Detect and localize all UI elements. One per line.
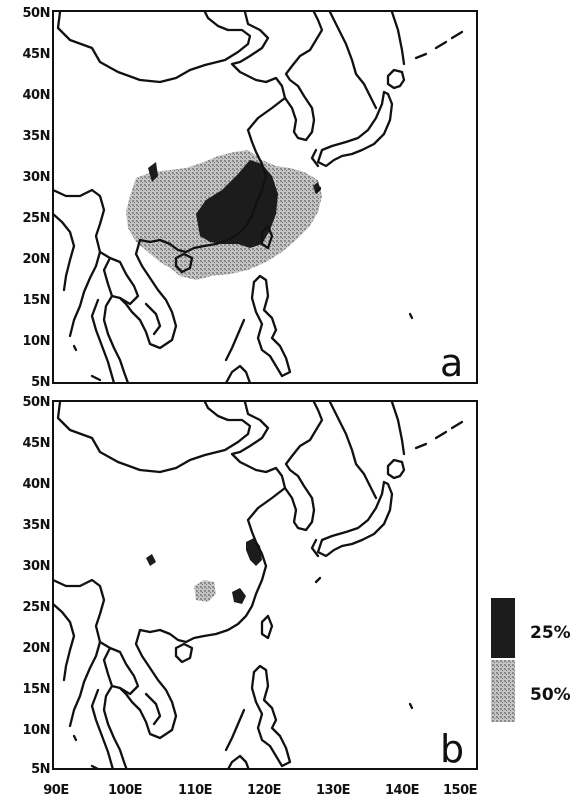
lat-label: 20N bbox=[23, 252, 50, 267]
panel-a-frame bbox=[52, 10, 478, 384]
panel-b: b bbox=[52, 400, 478, 771]
lat-label: 25N bbox=[23, 600, 50, 615]
lat-label: 45N bbox=[23, 47, 50, 62]
significance-25-area-a bbox=[196, 160, 278, 248]
lat-label: 35N bbox=[23, 518, 50, 533]
legend-light-label: 50% bbox=[530, 685, 571, 705]
panel-letter-a: a bbox=[440, 341, 463, 385]
panel-a: a bbox=[52, 10, 478, 385]
panel-letter-b: b bbox=[440, 727, 464, 771]
lat-label: 35N bbox=[23, 129, 50, 144]
lat-labels-a: 50N 45N 40N 35N 30N 25N 20N 15N 10N 5N bbox=[23, 6, 51, 390]
lat-label: 15N bbox=[23, 293, 50, 308]
lon-label: 130E bbox=[316, 783, 350, 798]
lat-label: 10N bbox=[23, 723, 50, 738]
lat-label: 20N bbox=[23, 641, 50, 656]
lat-label: 10N bbox=[23, 334, 50, 349]
lon-label: 140E bbox=[385, 783, 419, 798]
lon-label: 150E bbox=[443, 783, 477, 798]
legend-light-swatch bbox=[491, 660, 515, 722]
lat-label: 50N bbox=[23, 6, 50, 21]
lat-labels-b: 50N 45N 40N 35N 30N 25N 20N 15N 10N 5N bbox=[23, 395, 51, 777]
lon-label: 90E bbox=[43, 783, 68, 798]
lat-label: 5N bbox=[31, 762, 50, 777]
significance-50-area-b bbox=[194, 580, 216, 602]
lat-label: 15N bbox=[23, 682, 50, 697]
legend-dark-label: 25% bbox=[530, 623, 571, 643]
lon-label: 100E bbox=[108, 783, 142, 798]
legend: 25% 50% bbox=[491, 598, 571, 722]
legend-dark-swatch bbox=[491, 598, 515, 658]
lon-label: 110E bbox=[178, 783, 212, 798]
lat-label: 45N bbox=[23, 436, 50, 451]
lat-label: 5N bbox=[31, 375, 50, 390]
lat-label: 40N bbox=[23, 88, 50, 103]
lat-label: 25N bbox=[23, 211, 50, 226]
lat-label: 50N bbox=[23, 395, 50, 410]
lat-label: 30N bbox=[23, 559, 50, 574]
lon-labels: 90E 100E 110E 120E 130E 140E 150E bbox=[43, 783, 477, 798]
panel-b-frame bbox=[52, 400, 478, 770]
significance-25-area-b bbox=[246, 538, 262, 566]
lat-label: 30N bbox=[23, 170, 50, 185]
lat-label: 40N bbox=[23, 477, 50, 492]
lon-label: 120E bbox=[247, 783, 281, 798]
